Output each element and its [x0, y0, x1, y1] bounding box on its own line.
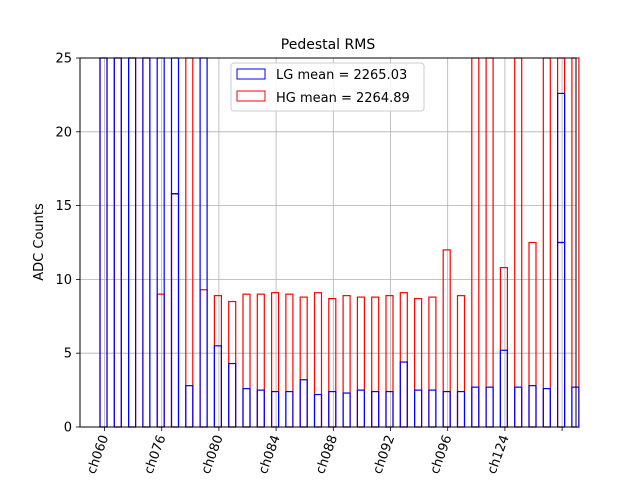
y-tick-label: 25 — [55, 52, 72, 67]
y-tick-label: 0 — [64, 421, 72, 436]
legend-label-hg: HG mean = 2264.89 — [276, 91, 410, 106]
lg-bar-upper-edge — [556, 92, 566, 244]
legend-frame — [230, 62, 425, 112]
y-tick-label: 20 — [55, 125, 72, 140]
y-tick-label: 10 — [55, 273, 72, 288]
legend-swatch-hg — [236, 90, 266, 102]
y-axis: 0 5 10 15 20 25 — [55, 52, 80, 436]
legend-swatch-lg — [236, 68, 266, 80]
y-axis-label: ADC Counts — [32, 203, 47, 281]
y-tick-label: 15 — [55, 199, 72, 214]
y-tick-label: 5 — [64, 347, 72, 362]
plot-frame — [79, 57, 577, 428]
legend: LG mean = 2265.03 HG mean = 2264.89 — [230, 62, 425, 112]
legend-label-lg: LG mean = 2265.03 — [276, 68, 407, 83]
chart-title: Pedestal RMS — [281, 37, 376, 53]
